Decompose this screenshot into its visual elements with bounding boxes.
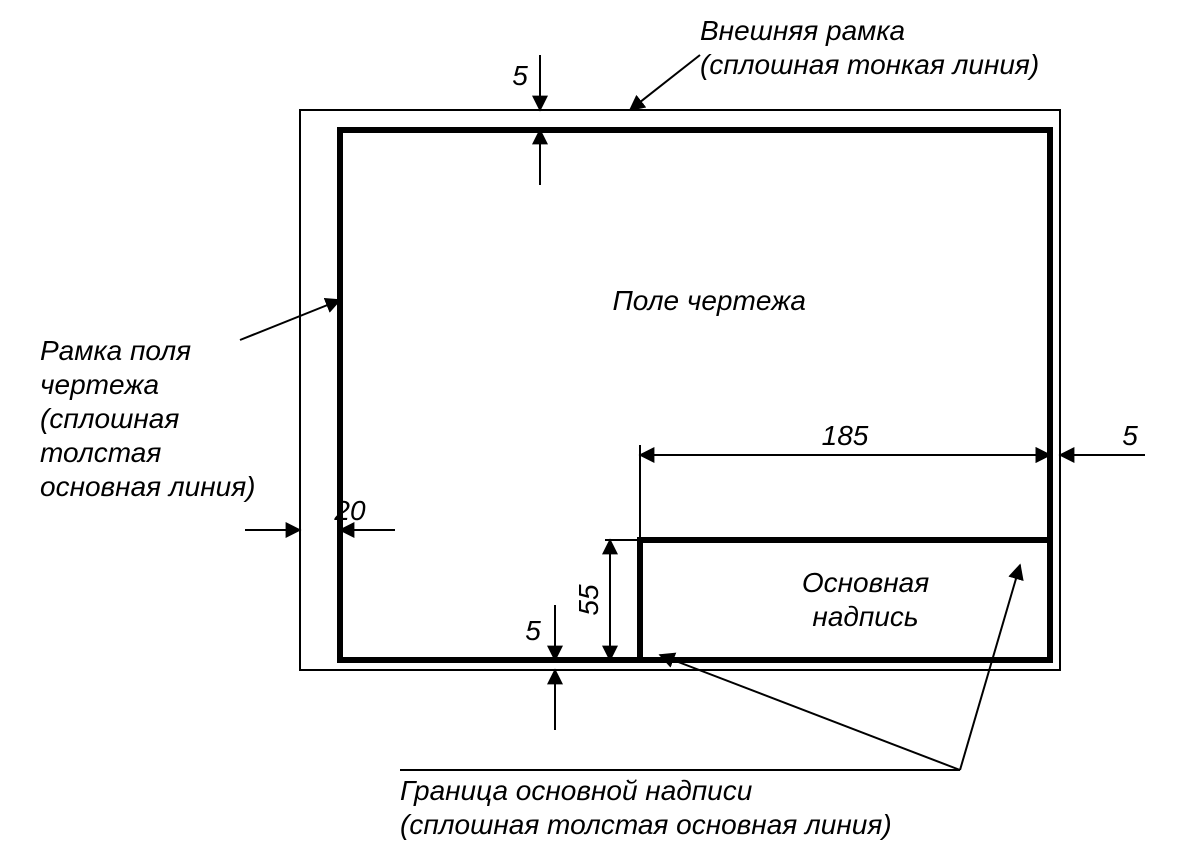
dim-tb-height: 55 bbox=[573, 540, 640, 660]
drawing-field-label: Поле чертежа bbox=[612, 285, 805, 316]
tb-border-label-2: (сплошная толстая основная линия) bbox=[400, 809, 892, 840]
dim-right-label: 5 bbox=[1122, 420, 1138, 451]
inner-frame-label-1: Рамка поля bbox=[40, 335, 191, 366]
leader-outer-frame: Внешняя рамка (сплошная тонкая линия) bbox=[630, 15, 1039, 110]
inner-frame-label-4: толстая bbox=[40, 437, 161, 468]
leader-inner-frame: Рамка поля чертежа (сплошная толстая осн… bbox=[40, 300, 340, 502]
dim-tbw-label: 185 bbox=[822, 420, 869, 451]
title-block bbox=[640, 540, 1050, 660]
leader-tb-border: Граница основной надписи (сплошная толст… bbox=[400, 565, 1020, 840]
dim-tb-width: 185 bbox=[640, 420, 1050, 540]
dim-left-label: 20 bbox=[333, 495, 366, 526]
dim-bottom-gap: 5 bbox=[525, 605, 555, 730]
outer-frame-label-1: Внешняя рамка bbox=[700, 15, 905, 46]
dim-bot-label: 5 bbox=[525, 615, 541, 646]
dim-tbh-label: 55 bbox=[573, 584, 604, 616]
dim-top-label: 5 bbox=[512, 60, 528, 91]
inner-frame bbox=[340, 130, 1050, 660]
inner-frame-label-5: основная линия) bbox=[40, 471, 256, 502]
title-block-label-2: надпись bbox=[812, 601, 918, 632]
outer-frame bbox=[300, 110, 1060, 670]
dim-left-margin: 20 bbox=[245, 495, 395, 530]
outer-frame-label-2: (сплошная тонкая линия) bbox=[700, 49, 1039, 80]
dim-top-gap: 5 bbox=[512, 55, 540, 185]
inner-frame-label-3: (сплошная bbox=[40, 403, 179, 434]
tb-border-label-1: Граница основной надписи bbox=[400, 775, 753, 806]
title-block-label-1: Основная bbox=[802, 567, 929, 598]
dim-right-gap: 5 bbox=[995, 420, 1145, 455]
inner-frame-label-2: чертежа bbox=[40, 369, 159, 400]
